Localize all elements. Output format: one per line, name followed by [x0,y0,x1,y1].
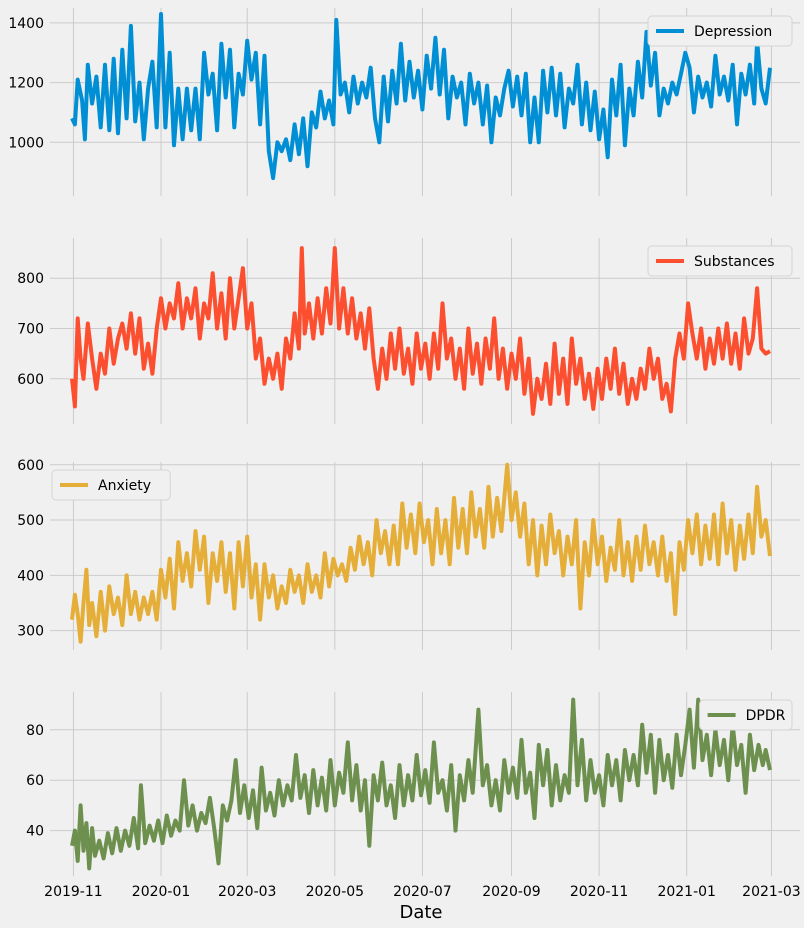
y-tick-label: 1000 [8,135,44,151]
series-line-anxiety [70,462,772,644]
x-tick-label: 2021-03 [742,884,801,900]
panel-substances: 600 700 800 Substances [17,238,800,424]
legend-label: Substances [694,254,775,270]
y-tick-label: 300 [17,624,44,640]
legend-dpdr: DPDR [699,699,793,731]
y-tick-label: 600 [17,458,44,474]
x-tick-label: 2021-01 [657,884,716,900]
x-tick-label: 2020-05 [306,884,365,900]
legend-anxiety: Anxiety [51,469,171,501]
series-line-dpdr [70,697,772,871]
legend-label: Depression [694,24,772,40]
panel-dpdr: 40 60 80 DPDR [26,692,800,876]
x-tick-label: 2020-09 [482,884,541,900]
legend-box [647,15,793,47]
x-tick-label: 2019-11 [44,884,103,900]
legend-label: Anxiety [98,478,151,494]
x-tick-label: 2020-07 [393,884,452,900]
y-tick-label: 60 [26,773,44,789]
legend-box [699,699,793,731]
panel-depression: 1000 1200 1400 Depression [8,8,800,196]
x-axis-label: Date [399,902,442,923]
legend-box [51,469,171,501]
y-tick-label: 1400 [8,16,44,32]
x-tick-label: 2020-03 [218,884,277,900]
y-tick-label: 400 [17,568,44,584]
legend-depression: Depression [647,15,793,47]
panel-anxiety: 300 400 500 600 Anxiety [17,458,800,650]
x-tick-label: 2020-11 [570,884,629,900]
series-line-substances [70,246,772,416]
y-tick-label: 800 [17,271,44,287]
y-tick-label: 1200 [8,76,44,92]
y-tick-label: 80 [26,723,44,739]
y-tick-label: 500 [17,513,44,529]
legend-substances: Substances [647,245,793,277]
series-line-depression [70,12,772,181]
y-tick-label: 700 [17,321,44,337]
y-tick-label: 40 [26,824,44,840]
legend-box [647,245,793,277]
x-tick-label: 2020-01 [132,884,191,900]
y-tick-label: 600 [17,372,44,388]
legend-label: DPDR [746,708,786,724]
